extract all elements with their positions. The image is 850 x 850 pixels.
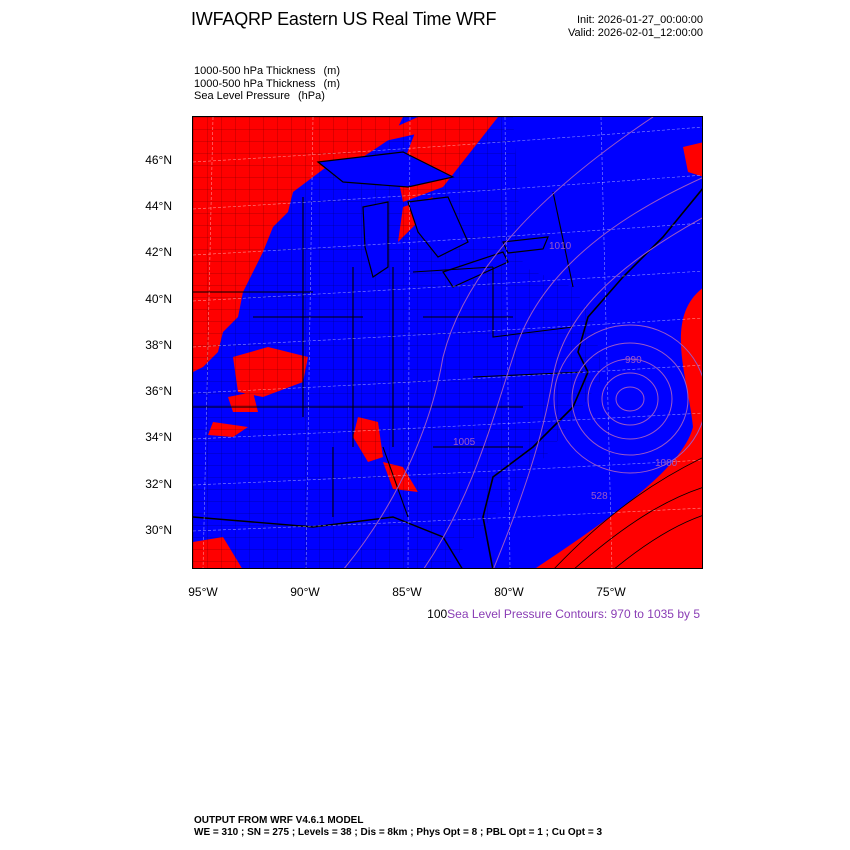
- slp-contours: [343, 117, 702, 568]
- lat-label: 46°N: [145, 153, 172, 167]
- field-unit: (m): [323, 77, 341, 90]
- gulf-coast: [193, 516, 463, 568]
- map-panel: 990 1000 1010 528 1005: [192, 116, 703, 569]
- footer-line-1: OUTPUT FROM WRF V4.6.1 MODEL: [194, 815, 364, 826]
- model-footer: OUTPUT FROM WRF V4.6.1 MODEL WE = 310 ; …: [194, 815, 602, 839]
- lat-label: 32°N: [145, 477, 172, 491]
- lake-michigan: [362, 201, 389, 278]
- contour-label: 528: [591, 491, 608, 502]
- contour-info: 100Sea Level Pressure Contours: 970 to 1…: [427, 607, 700, 621]
- lon-label: 90°W: [290, 585, 320, 599]
- lat-label: 30°N: [145, 523, 172, 537]
- map-canvas: 990 1000 1010 528 1005: [193, 117, 702, 568]
- graticule: [193, 117, 702, 568]
- county-grid: [193, 117, 603, 568]
- contour-label: 1010: [549, 241, 572, 252]
- lat-label: 42°N: [145, 245, 172, 259]
- field-name: 1000-500 hPa Thickness: [194, 65, 316, 77]
- state-borders: [193, 191, 584, 518]
- valid-time: Valid: 2026-02-01_12:00:00: [568, 27, 703, 39]
- lat-label: 36°N: [145, 384, 172, 398]
- field-unit: (hPa): [298, 90, 325, 102]
- lake-huron: [407, 196, 469, 258]
- thickness-contours: [554, 457, 702, 568]
- lon-label: 80°W: [494, 585, 524, 599]
- warm-region-northeast-corner: [683, 142, 702, 177]
- lat-label: 34°N: [145, 430, 172, 444]
- lon-label: 75°W: [596, 585, 626, 599]
- lat-label: 38°N: [145, 338, 172, 352]
- lat-label: 40°N: [145, 292, 172, 306]
- lake-superior: [316, 151, 455, 188]
- plot-title: IWFAQRP Eastern US Real Time WRF: [191, 9, 497, 29]
- contour-label: 990: [625, 355, 642, 366]
- warm-region-east-ocean: [536, 288, 702, 568]
- field-line-3: Sea Level Pressure (hPa): [194, 90, 340, 103]
- field-unit: (m): [323, 65, 341, 77]
- contour-label: 1000: [655, 458, 678, 469]
- field-legend: 1000-500 hPa Thickness (m) 1000-500 hPa T…: [194, 65, 340, 103]
- field-line-1: 1000-500 hPa Thickness (m): [194, 65, 340, 78]
- contour-info-number: 100: [427, 607, 448, 621]
- field-name: 1000-500 hPa Thickness: [194, 77, 316, 90]
- field-line-2: 1000-500 hPa Thickness (m): [194, 78, 340, 91]
- lon-label: 85°W: [392, 585, 422, 599]
- lat-label: 44°N: [145, 199, 172, 213]
- contour-info-text: Sea Level Pressure Contours: 970 to 1035…: [447, 607, 700, 621]
- field-name: Sea Level Pressure: [194, 90, 290, 102]
- contour-label: 1005: [453, 437, 476, 448]
- lon-label: 95°W: [188, 585, 218, 599]
- footer-line-2: WE = 310 ; SN = 275 ; Levels = 38 ; Dis …: [194, 827, 603, 838]
- time-info: Init: 2026-01-27_00:00:00 Valid: 2026-02…: [568, 14, 703, 40]
- init-time: Init: 2026-01-27_00:00:00: [577, 14, 703, 26]
